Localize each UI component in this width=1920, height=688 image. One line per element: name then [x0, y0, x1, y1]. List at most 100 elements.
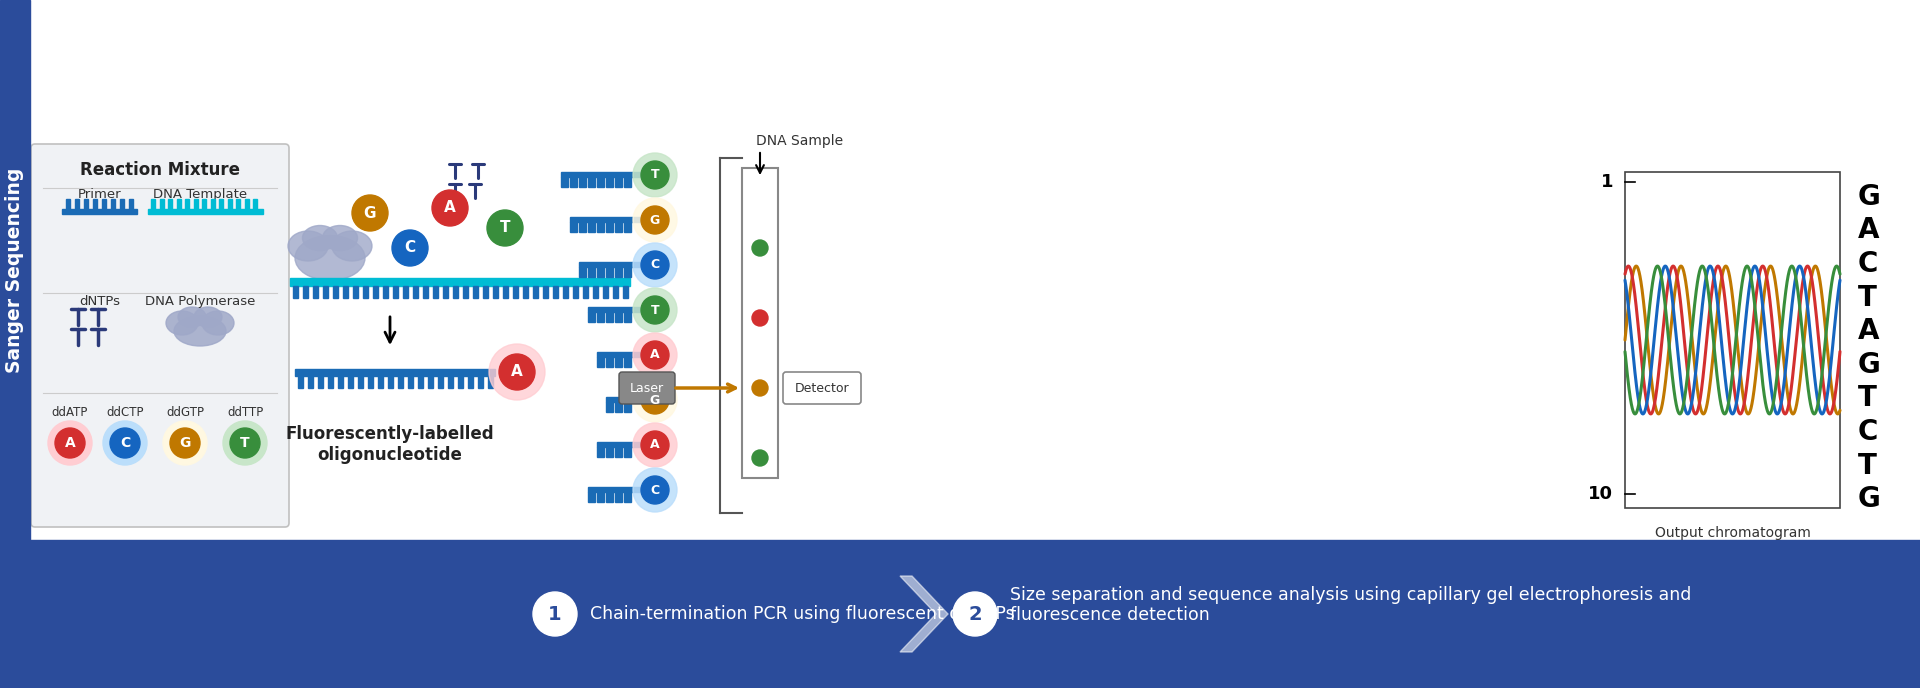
Bar: [328, 376, 332, 388]
Bar: [607, 177, 612, 187]
Bar: [194, 199, 198, 209]
Ellipse shape: [165, 311, 198, 335]
Bar: [597, 447, 605, 457]
Bar: [0, 540, 1920, 688]
Circle shape: [641, 431, 668, 459]
Bar: [129, 199, 132, 209]
Bar: [607, 312, 612, 322]
Bar: [534, 286, 538, 298]
Bar: [607, 402, 612, 412]
Text: C: C: [119, 436, 131, 450]
Bar: [624, 177, 632, 187]
Text: T: T: [499, 220, 511, 235]
Bar: [607, 357, 612, 367]
Bar: [323, 286, 328, 298]
Text: dNTPs: dNTPs: [79, 295, 121, 308]
Text: C: C: [1859, 250, 1878, 278]
Circle shape: [641, 341, 668, 369]
Text: T: T: [651, 169, 659, 182]
Circle shape: [634, 468, 678, 512]
Circle shape: [634, 423, 678, 467]
Bar: [503, 286, 509, 298]
Ellipse shape: [179, 307, 205, 327]
Bar: [597, 177, 605, 187]
Bar: [202, 199, 205, 209]
Bar: [413, 286, 419, 298]
Bar: [624, 222, 632, 232]
Bar: [419, 376, 422, 388]
Text: A: A: [651, 438, 660, 451]
Bar: [612, 286, 618, 298]
Bar: [434, 286, 438, 298]
Bar: [614, 447, 622, 457]
Ellipse shape: [194, 307, 223, 327]
Bar: [513, 286, 518, 298]
Bar: [369, 376, 372, 388]
Bar: [65, 199, 69, 209]
Bar: [244, 199, 248, 209]
Bar: [614, 312, 622, 322]
Text: C: C: [1859, 418, 1878, 446]
Text: 2: 2: [968, 605, 981, 623]
Bar: [372, 286, 378, 298]
Text: T: T: [651, 303, 659, 316]
Bar: [294, 286, 298, 298]
Text: Primer: Primer: [79, 188, 121, 201]
Bar: [570, 217, 641, 222]
Bar: [459, 376, 463, 388]
Bar: [184, 199, 188, 209]
Bar: [614, 222, 622, 232]
Bar: [447, 376, 453, 388]
Bar: [624, 267, 632, 277]
Bar: [597, 312, 605, 322]
Bar: [580, 262, 641, 267]
Circle shape: [488, 210, 522, 246]
Text: Chain-termination PCR using fluorescent ddNTPs: Chain-termination PCR using fluorescent …: [589, 605, 1016, 623]
Circle shape: [634, 333, 678, 377]
Text: Sanger Sequencing: Sanger Sequencing: [6, 167, 25, 373]
Bar: [148, 209, 263, 214]
Bar: [353, 286, 357, 298]
Text: Detector: Detector: [795, 382, 849, 394]
Circle shape: [952, 592, 996, 636]
Bar: [378, 376, 382, 388]
Text: C: C: [651, 259, 660, 272]
Bar: [468, 376, 472, 388]
Text: T: T: [1859, 385, 1878, 412]
Bar: [84, 199, 88, 209]
Bar: [388, 376, 394, 388]
Circle shape: [634, 198, 678, 242]
Bar: [563, 286, 568, 298]
Bar: [624, 492, 632, 502]
Ellipse shape: [332, 231, 372, 261]
Bar: [588, 492, 595, 502]
Circle shape: [641, 476, 668, 504]
Bar: [332, 286, 338, 298]
Bar: [363, 286, 369, 298]
Ellipse shape: [202, 311, 234, 335]
Text: T: T: [240, 436, 250, 450]
Bar: [463, 286, 468, 298]
Circle shape: [753, 380, 768, 396]
Text: A: A: [1859, 317, 1880, 345]
Text: G: G: [363, 206, 376, 220]
Bar: [614, 267, 622, 277]
Bar: [588, 177, 595, 187]
Text: DNA Sample: DNA Sample: [756, 134, 843, 148]
Bar: [211, 199, 215, 209]
Circle shape: [641, 251, 668, 279]
Bar: [253, 199, 257, 209]
Circle shape: [171, 428, 200, 458]
Ellipse shape: [296, 235, 365, 281]
Bar: [382, 286, 388, 298]
Circle shape: [641, 161, 668, 189]
Bar: [422, 286, 428, 298]
Bar: [484, 286, 488, 298]
Circle shape: [104, 421, 148, 465]
Bar: [478, 376, 484, 388]
Bar: [603, 286, 609, 298]
Text: 10: 10: [1588, 485, 1613, 503]
Bar: [553, 286, 559, 298]
Bar: [307, 376, 313, 388]
Bar: [607, 492, 612, 502]
